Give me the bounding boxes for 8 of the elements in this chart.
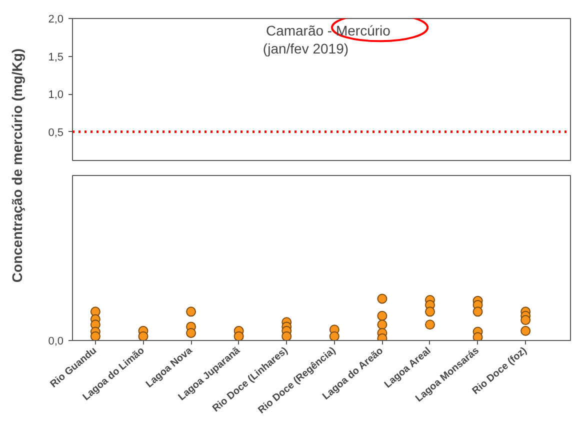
y-tick-label: 2,0 (48, 14, 64, 26)
y-tick-label: 1,5 (48, 51, 64, 64)
y-axis-title: Concentração de mercúrio (mg/Kg) (9, 48, 25, 283)
y-tick-label: 1,0 (48, 89, 64, 102)
text: (jan/fev 2019) (262, 40, 349, 56)
chart-title: Camarão - Mercúrio (266, 22, 391, 38)
y-tick-label: 0,5 (48, 126, 64, 139)
text: 0,0 (48, 336, 64, 348)
